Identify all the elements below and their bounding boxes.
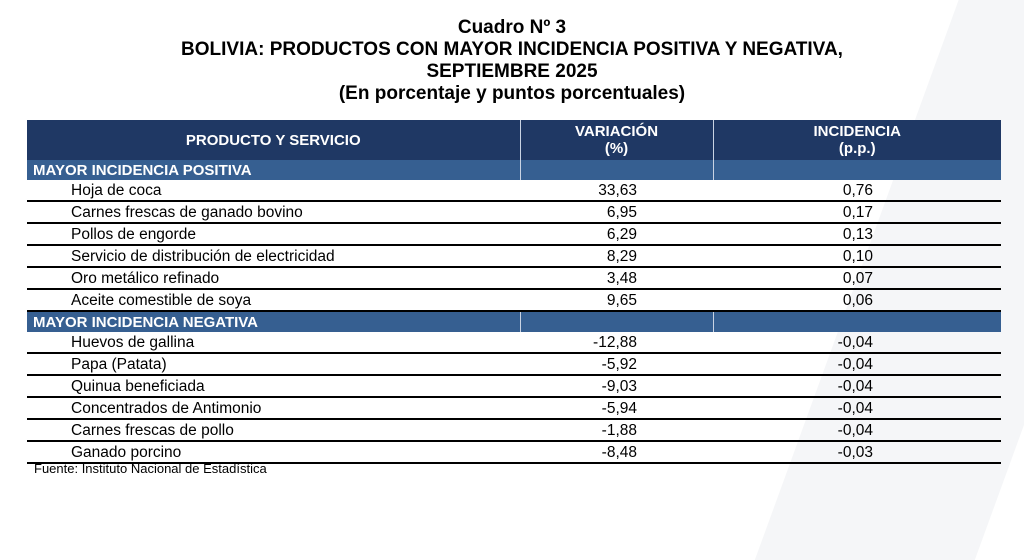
incidence-value: 0,13 [713,223,1001,246]
incidence-value: 0,76 [713,180,1001,202]
incidence-value: -0,04 [713,375,1001,398]
incidence-value: 0,07 [713,267,1001,290]
section-cell [712,311,1001,332]
title-line: SEPTIEMBRE 2025 [426,61,598,82]
product-name: Huevos de gallina [27,332,520,354]
section-negative: MAYOR INCIDENCIA NEGATIVA [27,311,1001,332]
section-label: MAYOR INCIDENCIA NEGATIVA [27,311,520,332]
incidence-value: -0,04 [713,353,1001,376]
variation-value: -1,88 [520,419,713,442]
product-name: Oro metálico refinado [27,267,520,290]
table-row: Pollos de engorde 6,29 0,13 [27,223,1001,246]
header-variation: VARIACIÓN (%) [519,120,713,160]
section-cell [519,160,713,180]
product-name: Carnes frescas de pollo [27,419,520,442]
incidence-value: -0,03 [713,441,1001,464]
table-row: Huevos de gallina -12,88 -0,04 [27,332,1001,354]
section-label: MAYOR INCIDENCIA POSITIVA [27,160,520,180]
table-row: Ganado porcino -8,48 -0,03 [27,441,1001,464]
product-name: Concentrados de Antimonio [27,397,520,420]
section-positive: MAYOR INCIDENCIA POSITIVA [27,160,1001,180]
table-row: Hoja de coca 33,63 0,76 [27,180,1001,202]
incidence-value: -0,04 [713,419,1001,442]
product-name: Servicio de distribución de electricidad [27,245,520,268]
variation-value: -5,94 [520,397,713,420]
table-row: Carnes frescas de ganado bovino 6,95 0,17 [27,201,1001,224]
product-name: Carnes frescas de ganado bovino [27,201,520,224]
variation-value: -9,03 [520,375,713,398]
incidence-value: -0,04 [713,397,1001,420]
variation-value: -12,88 [520,332,713,354]
variation-value: -8,48 [520,441,713,464]
header-product: PRODUCTO Y SERVICIO [27,120,520,160]
table-row: Quinua beneficiada -9,03 -0,04 [27,375,1001,398]
section-cell [519,311,713,332]
variation-value: 9,65 [520,289,713,312]
table-title: Cuadro Nº 3 BOLIVIA: PRODUCTOS CON MAYOR… [0,17,1024,105]
product-name: Aceite comestible de soya [27,289,520,312]
table-row: Carnes frescas de pollo -1,88 -0,04 [27,419,1001,442]
title-line: BOLIVIA: PRODUCTOS CON MAYOR INCIDENCIA … [181,39,843,60]
variation-value: 6,95 [520,201,713,224]
product-name: Ganado porcino [27,441,520,464]
table-row: Servicio de distribución de electricidad… [27,245,1001,268]
variation-value: 6,29 [520,223,713,246]
product-name: Pollos de engorde [27,223,520,246]
incidence-table: PRODUCTO Y SERVICIO VARIACIÓN (%) INCIDEN… [27,120,1001,464]
incidence-value: 0,06 [713,289,1001,312]
incidence-value: 0,10 [713,245,1001,268]
variation-value: 3,48 [520,267,713,290]
product-name: Quinua beneficiada [27,375,520,398]
table-row: Aceite comestible de soya 9,65 0,06 [27,289,1001,312]
source-note: Fuente: Instituto Nacional de Estadístic… [34,461,267,476]
title-line: Cuadro Nº 3 [457,17,567,38]
table-row: Concentrados de Antimonio -5,94 -0,04 [27,397,1001,420]
incidence-value: -0,04 [713,332,1001,354]
header-incidence: INCIDENCIA (p.p.) [712,120,1001,160]
section-cell [712,160,1001,180]
variation-value: -5,92 [520,353,713,376]
table-row: Oro metálico refinado 3,48 0,07 [27,267,1001,290]
product-name: Papa (Patata) [27,353,520,376]
variation-value: 33,63 [520,180,713,202]
table-row: Papa (Patata) -5,92 -0,04 [27,353,1001,376]
product-name: Hoja de coca [27,180,520,202]
incidence-value: 0,17 [713,201,1001,224]
title-line: (En porcentaje y puntos porcentuales) [338,83,686,104]
variation-value: 8,29 [520,245,713,268]
